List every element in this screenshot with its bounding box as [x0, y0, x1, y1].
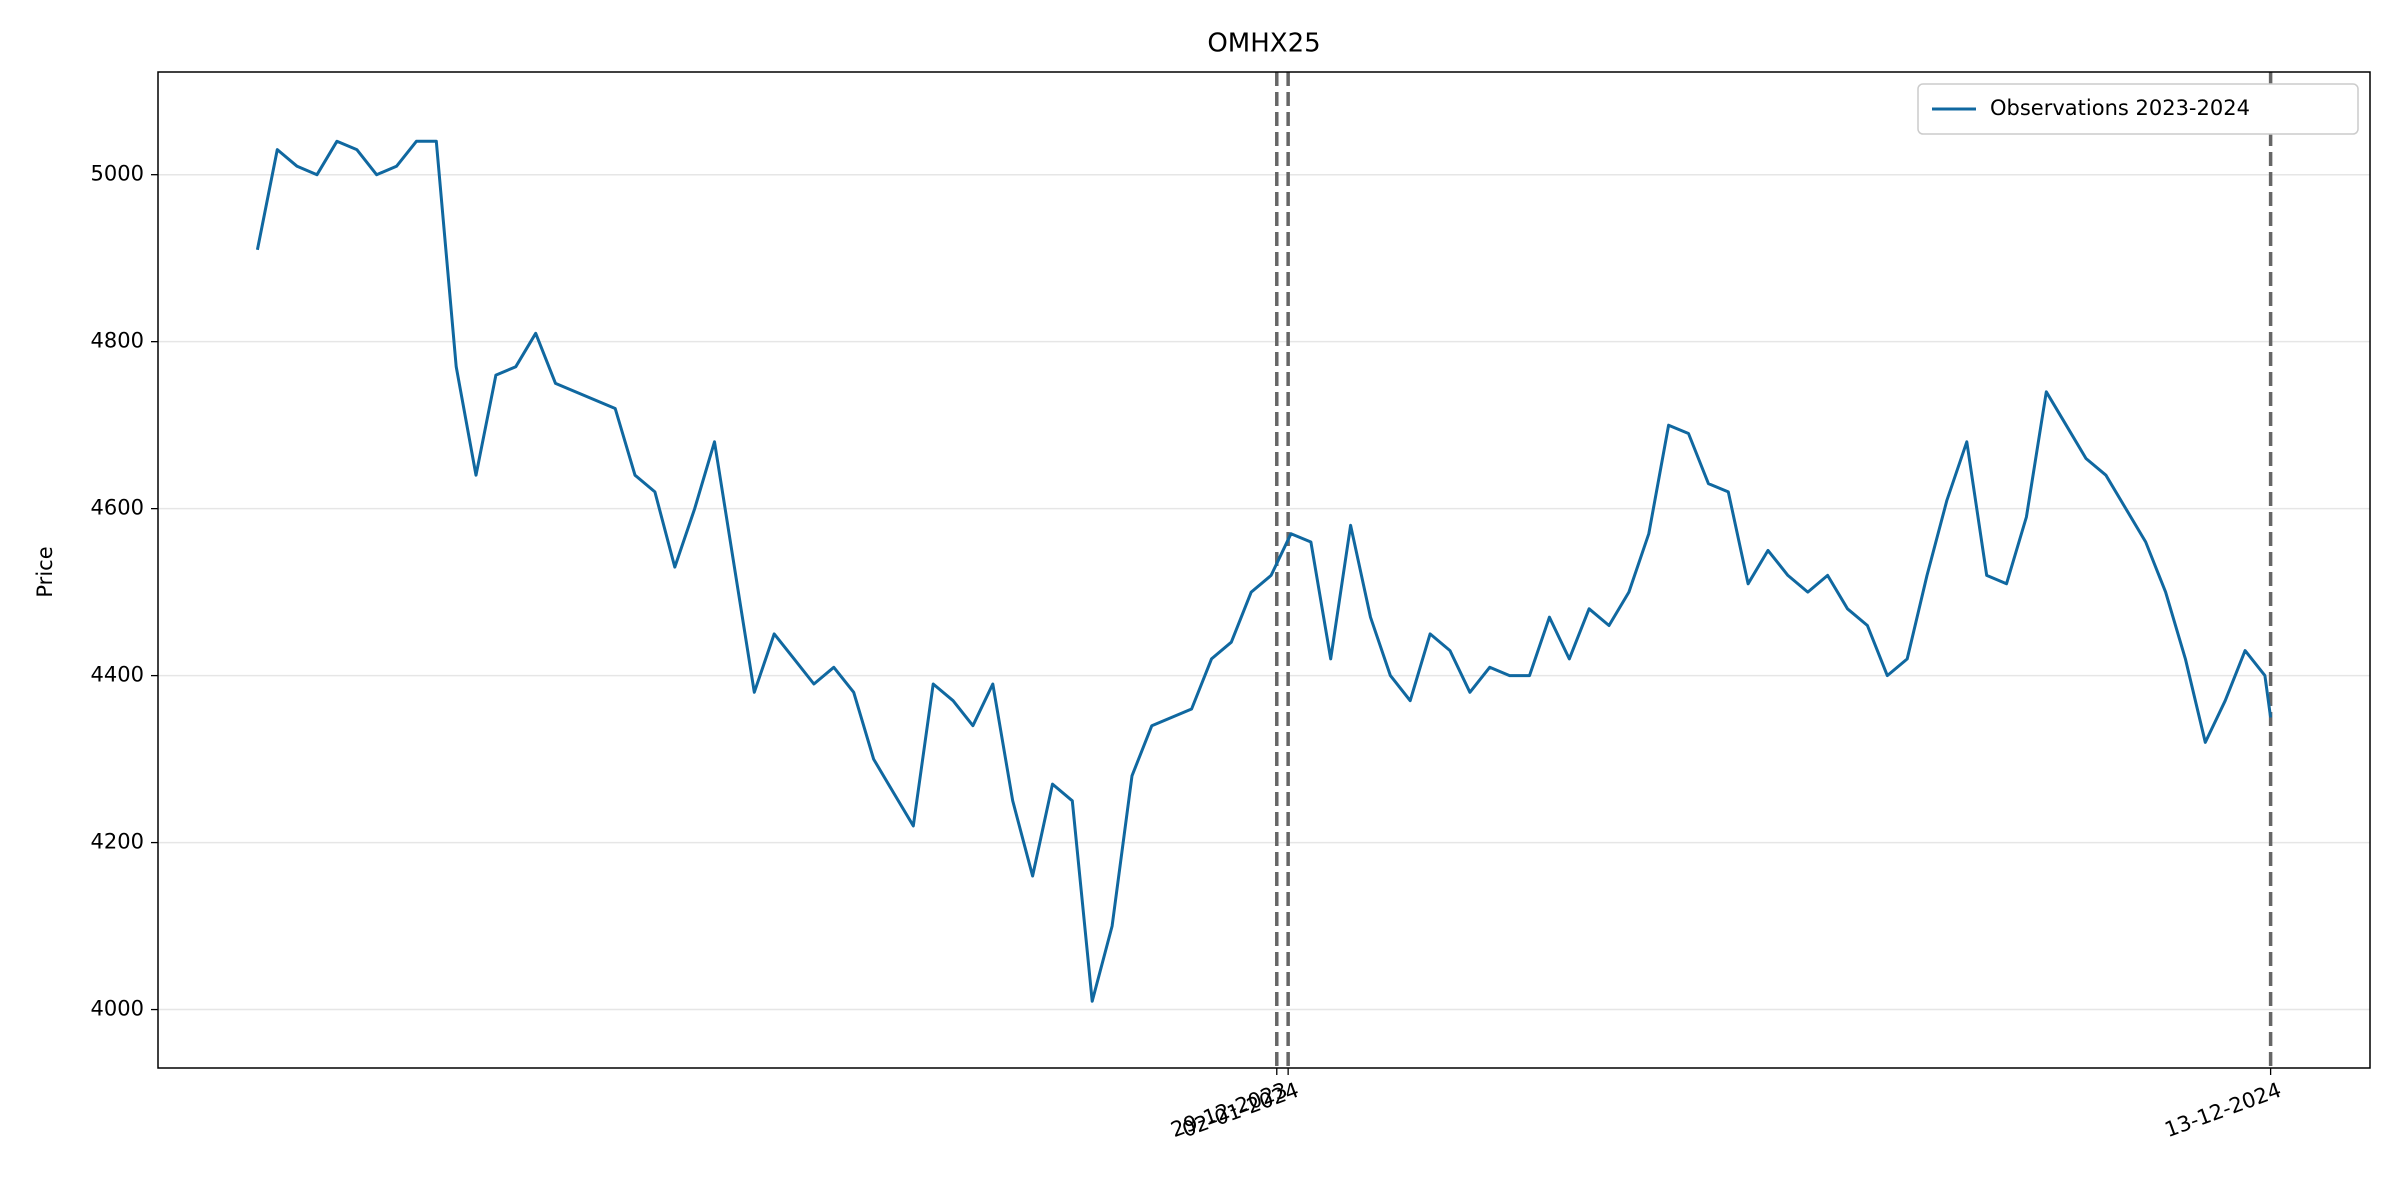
plot-frame: [157, 71, 2371, 1069]
y-tick-label: 4800: [91, 329, 144, 353]
legend-box: [1917, 83, 2359, 135]
y-axis-label: Price: [33, 546, 57, 597]
y-tick-label: 4000: [91, 997, 144, 1021]
chart-title: OMHX25: [1207, 29, 1320, 59]
y-tick-label: 4200: [91, 830, 144, 854]
data-line: [255, 139, 2273, 1003]
y-tick-label: 4400: [91, 663, 144, 687]
y-tick-label: 5000: [91, 162, 144, 186]
legend-label: Observations 2023-2024: [1990, 96, 2250, 120]
y-tick-label: 4600: [91, 496, 144, 520]
